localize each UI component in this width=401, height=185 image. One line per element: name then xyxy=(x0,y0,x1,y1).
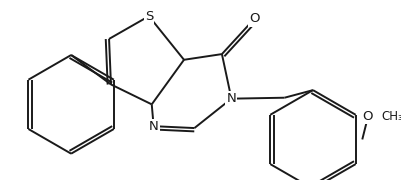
Text: CH₃: CH₃ xyxy=(380,110,401,123)
Text: N: N xyxy=(226,92,236,105)
Text: S: S xyxy=(144,10,153,23)
Text: O: O xyxy=(362,110,372,123)
Text: O: O xyxy=(248,13,259,26)
Text: N: N xyxy=(148,120,158,133)
